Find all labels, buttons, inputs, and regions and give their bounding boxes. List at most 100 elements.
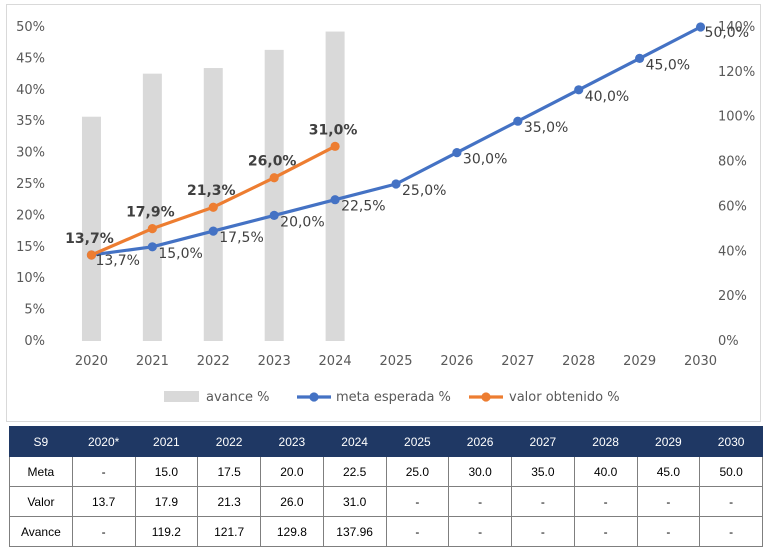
- y-left-tick-label: 50%: [16, 20, 45, 35]
- point-valor: [86, 250, 97, 260]
- y-right-tick-label: 140%: [718, 20, 755, 35]
- table-year-header: 2030: [699, 426, 763, 457]
- y-right-tick-label: 120%: [718, 65, 755, 80]
- y-left-tick-label: 5%: [24, 303, 45, 318]
- data-label-meta: 25,0%: [402, 183, 446, 199]
- legend-swatch-avance: [164, 391, 199, 402]
- data-label-meta: 20,0%: [280, 214, 324, 230]
- table-cell: -: [71, 456, 136, 487]
- data-label-valor: 31,0%: [309, 122, 358, 138]
- point-meta: [695, 22, 706, 32]
- chart-frame: 0% 5% 10% 15% 20% 25% 30% 35% 40% 45% 50% 0% 20% 40% 6…: [6, 4, 761, 422]
- combo-chart: 0% 5% 10% 15% 20% 25% 30% 35% 40% 45% 50% 0% 20% 40% 6…: [16, 20, 755, 405]
- table-cell: -: [699, 516, 763, 547]
- table-cell: 121.7: [197, 516, 261, 547]
- table-year-header: 2026: [448, 426, 512, 457]
- x-tick-label: 2022: [197, 354, 230, 369]
- table-cell: 119.2: [134, 516, 199, 547]
- y-right-tick-label: 100%: [718, 110, 755, 125]
- y-right-tick-label: 80%: [718, 155, 747, 170]
- y-left-tick-label: 10%: [16, 271, 45, 286]
- x-tick-label: 2028: [562, 354, 595, 369]
- point-valor: [330, 141, 340, 151]
- table-cell: -: [71, 516, 136, 547]
- table-cell: 40.0: [573, 456, 638, 487]
- data-label-meta: 50,0%: [705, 25, 749, 41]
- bar-avance: [325, 31, 345, 341]
- point-meta: [269, 210, 279, 220]
- table-cell: 17.9: [134, 486, 199, 517]
- table-cell: -: [636, 486, 701, 517]
- y-right-tick-label: 60%: [718, 199, 747, 214]
- table-year-header: 2027: [511, 426, 575, 457]
- y-right-tick-label: 20%: [718, 289, 747, 304]
- table-cell: 35.0: [511, 456, 575, 487]
- y-left-tick-label: 30%: [16, 146, 45, 161]
- table-year-header: 2021: [134, 426, 199, 457]
- legend-label-avance: avance %: [206, 390, 270, 405]
- data-label-valor: 26,0%: [248, 154, 297, 170]
- table-cell: 13.7: [71, 486, 136, 517]
- data-label-valor: 17,9%: [126, 205, 175, 221]
- table-cell: -: [636, 516, 701, 547]
- data-label-meta: 17,5%: [219, 230, 263, 246]
- table-year-header: 2025: [385, 426, 450, 457]
- bar-avance: [142, 73, 162, 341]
- table-cell: -: [448, 516, 512, 547]
- data-label-meta: 30,0%: [463, 152, 507, 168]
- y-left-tick-label: 45%: [16, 51, 45, 66]
- y-left-tick-label: 15%: [16, 240, 45, 255]
- data-label-meta: 15,0%: [158, 246, 202, 262]
- table-year-header: 2022: [197, 426, 261, 457]
- table-row: Avance -119.2 121.7 129.8 137.96- - - - - -: [9, 516, 763, 547]
- x-tick-label: 2027: [501, 354, 534, 369]
- table-cell: 22.5: [322, 456, 387, 487]
- table-cell: 31.0: [322, 486, 387, 517]
- table-cell: 15.0: [134, 456, 199, 487]
- table-cell: 25.0: [385, 456, 450, 487]
- table-cell: -: [511, 486, 575, 517]
- table-cell: -: [448, 486, 512, 517]
- data-label-valor: 13,7%: [65, 231, 114, 247]
- point-meta: [513, 116, 523, 126]
- point-meta: [208, 226, 218, 236]
- table-header-row: S9 2020* 2021 2022 2023 2024 2025 2026 2027 2028 2…: [9, 426, 763, 457]
- legend-marker-valor: [481, 392, 491, 402]
- table-cell: -: [511, 516, 575, 547]
- table-cell: 26.0: [260, 486, 324, 517]
- data-label-meta: 45,0%: [646, 57, 690, 73]
- y-left-tick-label: 40%: [16, 83, 45, 98]
- bar-avance: [81, 116, 101, 341]
- point-meta: [147, 242, 157, 252]
- table-year-header: 2029: [636, 426, 701, 457]
- point-meta: [330, 195, 340, 205]
- y-left-tick-label: 35%: [16, 114, 45, 129]
- legend-label-meta: meta esperada %: [336, 390, 451, 405]
- table-row: Meta -15.0 17.5 20.0 22.5 25.0 30.0 35.0 40.0 45.…: [9, 456, 763, 487]
- x-tick-label: 2026: [440, 354, 473, 369]
- table-year-header: 2023: [260, 426, 324, 457]
- x-tick-label: 2023: [258, 354, 291, 369]
- table-corner-header: S9: [9, 426, 73, 457]
- table-cell: -: [699, 486, 763, 517]
- data-table: S9 2020* 2021 2022 2023 2024 2025 2026 2027 2028 2…: [9, 426, 763, 547]
- table-cell: 50.0: [699, 456, 763, 487]
- table-cell: 21.3: [197, 486, 261, 517]
- table-cell: 45.0: [636, 456, 701, 487]
- point-meta: [635, 53, 645, 64]
- x-tick-label: 2021: [136, 354, 169, 369]
- y-left-tick-label: 20%: [16, 208, 45, 223]
- x-tick-label: 2020: [75, 354, 108, 369]
- table-cell: 137.96: [322, 516, 387, 547]
- table-year-header: 2020*: [71, 426, 136, 457]
- y-left-tick-label: 0%: [24, 334, 45, 349]
- table-cell: 20.0: [260, 456, 324, 487]
- y-right-tick-label: 0%: [718, 334, 739, 349]
- data-label-valor: 21,3%: [187, 183, 236, 199]
- point-meta: [452, 148, 462, 158]
- table-row-label: Avance: [9, 516, 73, 547]
- table-year-header: 2028: [573, 426, 638, 457]
- table-cell: 129.8: [260, 516, 324, 547]
- data-label-meta: 35,0%: [524, 120, 568, 136]
- data-label-meta: 40,0%: [585, 89, 629, 105]
